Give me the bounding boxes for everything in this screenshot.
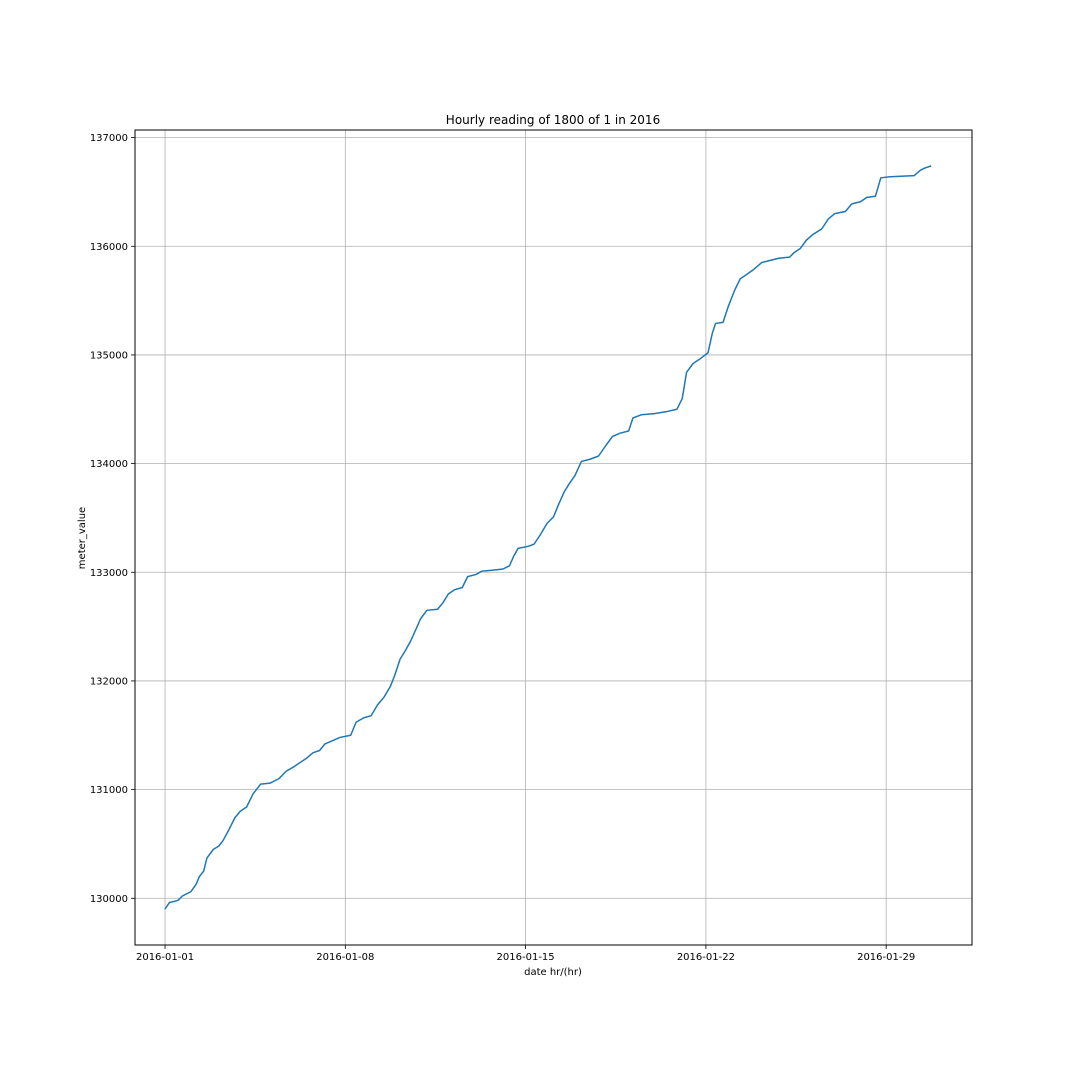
x-tick-label: 2016-01-29 <box>857 952 915 963</box>
y-tick-label: 135000 <box>90 350 128 361</box>
x-tick-label: 2016-01-08 <box>316 952 374 963</box>
y-tick-label: 130000 <box>90 894 128 905</box>
chart-title: Hourly reading of 1800 of 1 in 2016 <box>446 113 660 127</box>
y-tick-label: 131000 <box>90 785 128 796</box>
series-line-0 <box>164 165 932 910</box>
grid <box>135 130 972 945</box>
x-tick-label: 2016-01-01 <box>136 952 194 963</box>
x-axis-title: date hr/(hr) <box>524 967 582 978</box>
y-tick-label: 132000 <box>90 676 128 687</box>
series-line-group <box>164 165 932 910</box>
y-tick-label: 137000 <box>90 133 128 144</box>
x-tick-label: 2016-01-22 <box>677 952 735 963</box>
x-tick-label: 2016-01-15 <box>497 952 555 963</box>
y-tick-label: 134000 <box>90 459 128 470</box>
axis-ticks: 2016-01-01 2016-01-08 2016-01-15 2016-01-22… <box>90 133 915 963</box>
plot-frame <box>134 129 973 946</box>
y-tick-label: 136000 <box>90 242 128 253</box>
y-axis-title: meter_value <box>77 507 88 569</box>
y-tick-label: 133000 <box>90 568 128 579</box>
